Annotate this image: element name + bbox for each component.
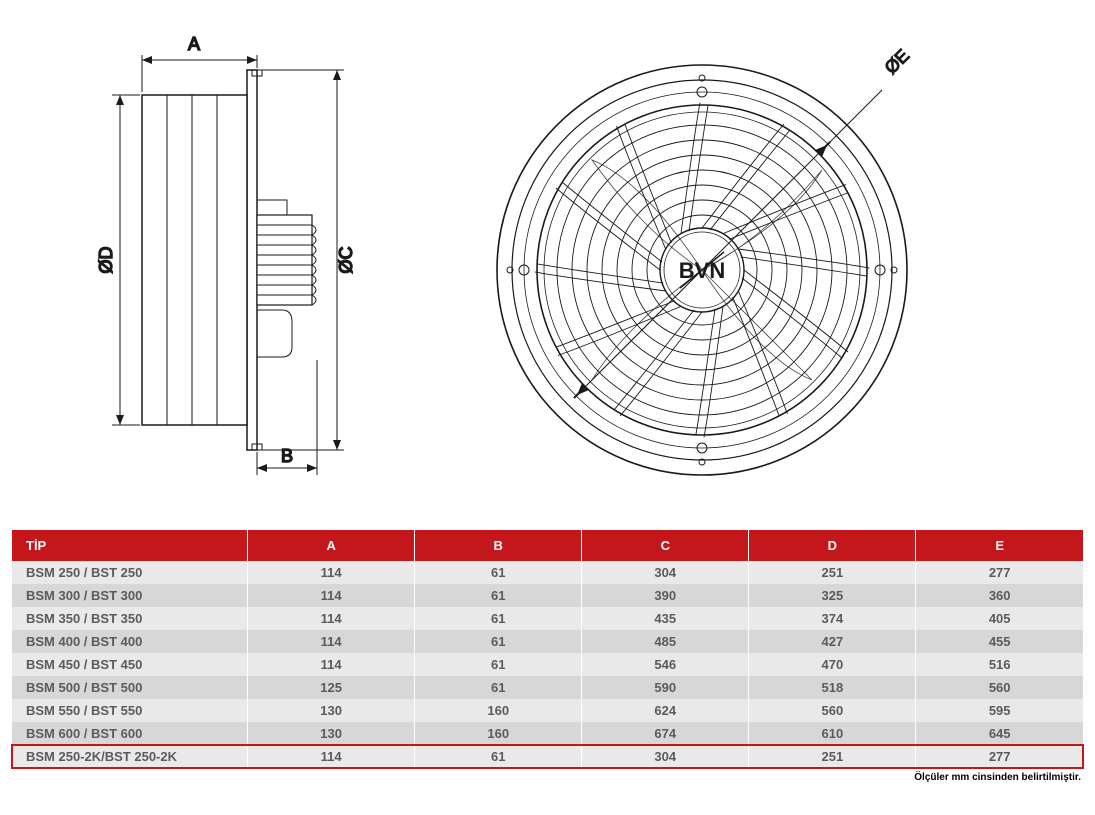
value-cell: 390 xyxy=(582,584,749,607)
value-cell: 114 xyxy=(248,584,415,607)
value-cell: 610 xyxy=(749,722,916,745)
value-cell: 160 xyxy=(415,722,582,745)
value-cell: 114 xyxy=(248,561,415,584)
type-cell: BSM 250-2K/BST 250-2K xyxy=(12,745,248,768)
type-cell: BSM 550 / BST 550 xyxy=(12,699,248,722)
type-cell: BSM 500 / BST 500 xyxy=(12,676,248,699)
column-header: B xyxy=(415,530,582,561)
front-view-drawing: ØE BVN xyxy=(462,20,942,500)
diagram-area: A B ØD xyxy=(12,10,1083,530)
table-row: BSM 500 / BST 50012561590518560 xyxy=(12,676,1083,699)
value-cell: 160 xyxy=(415,699,582,722)
dim-label-d: ØD xyxy=(96,246,116,273)
type-cell: BSM 600 / BST 600 xyxy=(12,722,248,745)
table-row: BSM 250 / BST 25011461304251277 xyxy=(12,561,1083,584)
table-footnote: Ölçüler mm cinsinden belirtilmiştir. xyxy=(12,772,1083,783)
value-cell: 374 xyxy=(749,607,916,630)
value-cell: 114 xyxy=(248,630,415,653)
type-cell: BSM 250 / BST 250 xyxy=(12,561,248,584)
value-cell: 674 xyxy=(582,722,749,745)
value-cell: 61 xyxy=(415,745,582,768)
value-cell: 61 xyxy=(415,584,582,607)
table-row: BSM 250-2K/BST 250-2K11461304251277 xyxy=(12,745,1083,768)
value-cell: 304 xyxy=(582,561,749,584)
value-cell: 251 xyxy=(749,745,916,768)
table-body: BSM 250 / BST 25011461304251277BSM 300 /… xyxy=(12,561,1083,768)
value-cell: 427 xyxy=(749,630,916,653)
value-cell: 360 xyxy=(916,584,1083,607)
value-cell: 61 xyxy=(415,653,582,676)
column-header: E xyxy=(916,530,1083,561)
type-cell: BSM 400 / BST 400 xyxy=(12,630,248,653)
value-cell: 470 xyxy=(749,653,916,676)
type-cell: BSM 300 / BST 300 xyxy=(12,584,248,607)
value-cell: 130 xyxy=(248,699,415,722)
value-cell: 277 xyxy=(916,745,1083,768)
value-cell: 61 xyxy=(415,676,582,699)
value-cell: 61 xyxy=(415,607,582,630)
column-header: A xyxy=(248,530,415,561)
table-row: BSM 550 / BST 550130160624560595 xyxy=(12,699,1083,722)
value-cell: 435 xyxy=(582,607,749,630)
value-cell: 455 xyxy=(916,630,1083,653)
dim-label-c: ØC xyxy=(336,246,356,273)
dim-label-b: B xyxy=(281,446,293,466)
value-cell: 560 xyxy=(916,676,1083,699)
table-row: BSM 350 / BST 35011461435374405 xyxy=(12,607,1083,630)
value-cell: 595 xyxy=(916,699,1083,722)
side-view-drawing: A B ØD xyxy=(72,20,392,500)
table-row: BSM 400 / BST 40011461485427455 xyxy=(12,630,1083,653)
value-cell: 645 xyxy=(916,722,1083,745)
value-cell: 325 xyxy=(749,584,916,607)
column-header: TİP xyxy=(12,530,248,561)
dim-label-e: ØE xyxy=(881,45,914,78)
value-cell: 516 xyxy=(916,653,1083,676)
dimension-table: TİPABCDE BSM 250 / BST 25011461304251277… xyxy=(12,530,1083,768)
dimension-table-wrap: TİPABCDE BSM 250 / BST 25011461304251277… xyxy=(12,530,1083,768)
column-header: C xyxy=(582,530,749,561)
value-cell: 485 xyxy=(582,630,749,653)
table-row: BSM 600 / BST 600130160674610645 xyxy=(12,722,1083,745)
value-cell: 61 xyxy=(415,561,582,584)
value-cell: 125 xyxy=(248,676,415,699)
value-cell: 590 xyxy=(582,676,749,699)
type-cell: BSM 350 / BST 350 xyxy=(12,607,248,630)
value-cell: 251 xyxy=(749,561,916,584)
value-cell: 405 xyxy=(916,607,1083,630)
value-cell: 518 xyxy=(749,676,916,699)
value-cell: 114 xyxy=(248,607,415,630)
value-cell: 114 xyxy=(248,745,415,768)
value-cell: 114 xyxy=(248,653,415,676)
value-cell: 277 xyxy=(916,561,1083,584)
table-header: TİPABCDE xyxy=(12,530,1083,561)
value-cell: 61 xyxy=(415,630,582,653)
value-cell: 546 xyxy=(582,653,749,676)
type-cell: BSM 450 / BST 450 xyxy=(12,653,248,676)
value-cell: 560 xyxy=(749,699,916,722)
table-row: BSM 450 / BST 45011461546470516 xyxy=(12,653,1083,676)
table-row: BSM 300 / BST 30011461390325360 xyxy=(12,584,1083,607)
value-cell: 304 xyxy=(582,745,749,768)
value-cell: 130 xyxy=(248,722,415,745)
column-header: D xyxy=(749,530,916,561)
dim-label-a: A xyxy=(188,34,200,54)
value-cell: 624 xyxy=(582,699,749,722)
